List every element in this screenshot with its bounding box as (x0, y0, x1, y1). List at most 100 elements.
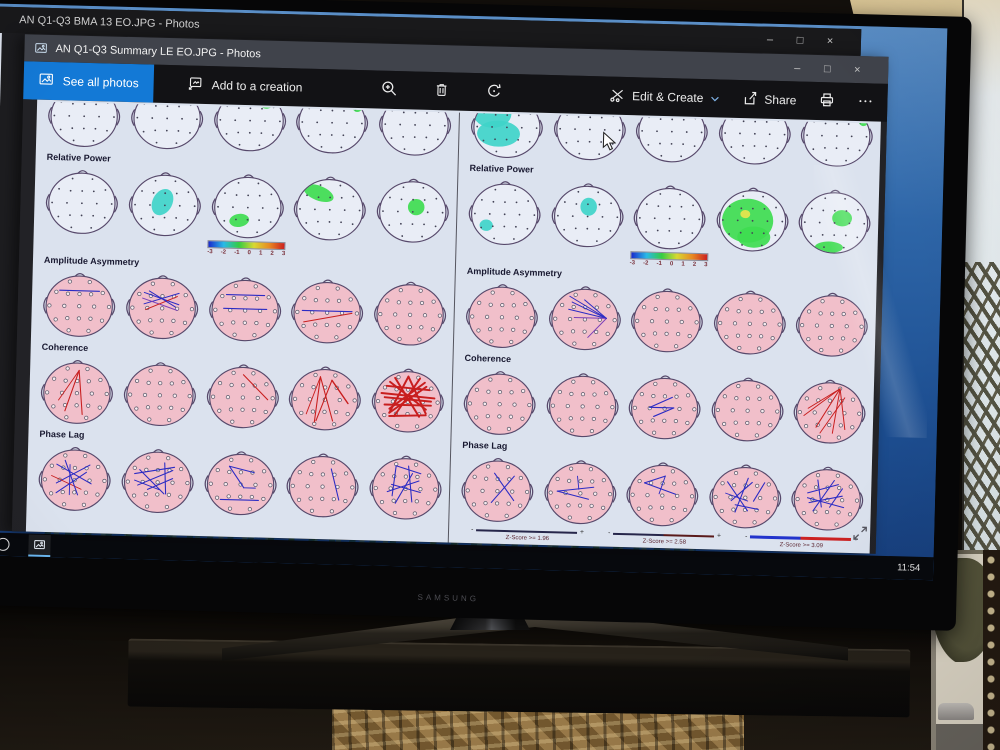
head-map (544, 460, 616, 525)
edit-create-label: Edit & Create (631, 89, 704, 106)
scale-tick: -1 (234, 249, 240, 256)
legend-line (476, 528, 577, 534)
head-cell (120, 270, 205, 342)
head-row-phase_lag (455, 453, 870, 534)
rotate-button[interactable] (485, 82, 503, 102)
mouse-pointer-icon (602, 131, 617, 155)
head-map (123, 362, 196, 427)
close-button[interactable]: × (826, 35, 834, 48)
background-window-title: AN Q1-Q3 BMA 13 EO.JPG - Photos (19, 14, 200, 31)
head-map (296, 101, 369, 154)
head-cell (290, 101, 375, 158)
taskbar-photos-icon[interactable] (28, 534, 51, 557)
head-map (463, 371, 536, 435)
legend-minus: - (744, 533, 748, 541)
minimize-button[interactable]: – (766, 33, 774, 46)
cortana-circle-icon[interactable] (0, 537, 10, 552)
scale-tick: -3 (629, 260, 636, 267)
head-map (798, 189, 871, 254)
head-cell (366, 363, 451, 435)
maximize-button[interactable]: □ (823, 62, 831, 75)
head-cell (794, 112, 878, 169)
head-map (471, 112, 543, 159)
scale-tick: -2 (642, 260, 649, 267)
head-map (128, 172, 201, 237)
head-cell (463, 176, 547, 248)
head-row-relative_power (40, 165, 456, 246)
delete-button[interactable] (433, 81, 450, 101)
scale-tick: -2 (220, 249, 227, 256)
head-map (468, 181, 541, 245)
head-cell (283, 361, 368, 433)
scale-tick: 1 (681, 261, 685, 268)
share-button[interactable]: Share (741, 90, 797, 110)
z-score-color-scale: -3 -2 -1 0 1 2 3 (207, 240, 286, 258)
head-cell (35, 355, 120, 427)
head-cell (288, 171, 373, 243)
head-map (371, 368, 444, 433)
head-map (633, 185, 706, 250)
head-map (38, 446, 111, 511)
print-button[interactable] (818, 91, 836, 111)
head-cell (37, 268, 122, 340)
monitor: AN Q1-Q3 BMA 13 EO.JPG - Photos – □ × AN… (0, 0, 972, 631)
eeg-report-image[interactable]: Relative Power -3 -2 -1 0 1 2 3 Amplitude Asymm… (25, 99, 881, 554)
head-cell (628, 180, 712, 252)
add-to-creation-label: Add to a creation (211, 78, 303, 95)
head-cell (620, 457, 704, 529)
scale-tick: 2 (692, 261, 697, 268)
color-scale-ticks: -3 -2 -1 0 1 2 3 (630, 260, 708, 268)
clock[interactable]: 11:54 (897, 562, 921, 574)
head-map (791, 466, 864, 531)
photo-viewer-area[interactable]: Relative Power -3 -2 -1 0 1 2 3 Amplitude Asymm… (11, 99, 887, 554)
head-map (801, 112, 874, 167)
more-button[interactable] (857, 93, 873, 112)
head-cell (465, 112, 549, 170)
add-to-creation-button[interactable]: Add to a creation (187, 76, 303, 97)
head-map (376, 178, 449, 243)
head-cell (198, 446, 283, 518)
photos-window[interactable]: AN Q1-Q3 Summary LE EO.JPG - Photos – □ … (11, 34, 889, 554)
head-row-phase_lag (32, 442, 448, 523)
zoom-button[interactable] (380, 80, 398, 100)
head-cell (540, 368, 624, 440)
legend-item: - + Z-Score >= 2.58 (608, 530, 721, 547)
palm-tree-silhouette (964, 262, 1000, 572)
head-row-top (465, 112, 879, 170)
head-cell (458, 366, 542, 438)
head-row-amplitude_asymmetry (37, 268, 453, 349)
scale-tick: 3 (281, 251, 286, 258)
head-row-top (42, 101, 457, 159)
see-all-photos-button[interactable]: See all photos (23, 61, 155, 103)
scale-tick: -3 (207, 249, 213, 256)
samsung-logo: SAMSUNG (417, 592, 480, 604)
head-map (45, 170, 118, 234)
photos-app-icon (34, 42, 47, 55)
head-cell (207, 101, 292, 158)
legend-plus: + (716, 532, 722, 540)
minimize-button[interactable]: – (794, 61, 801, 75)
scale-tick: 0 (669, 261, 674, 268)
edit-create-button[interactable]: Edit & Create (609, 86, 720, 108)
head-map (546, 373, 619, 438)
head-map (208, 277, 281, 342)
chevron-down-icon (710, 91, 719, 105)
head-map (211, 174, 284, 239)
head-row-amplitude_asymmetry (460, 279, 875, 360)
close-button[interactable]: × (853, 63, 861, 76)
fullscreen-button[interactable] (853, 526, 867, 545)
head-cell (542, 281, 626, 353)
head-cell (708, 285, 792, 357)
head-cell (547, 112, 631, 170)
head-map (374, 281, 447, 346)
window-titlebar[interactable]: AN Q1-Q3 Summary LE EO.JPG - Photos – □ … (24, 34, 889, 84)
head-cell (32, 442, 117, 514)
head-cell (629, 112, 713, 169)
head-cell (460, 279, 544, 351)
head-cell (623, 370, 707, 442)
maximize-button[interactable]: □ (796, 34, 804, 47)
head-cell (455, 453, 539, 525)
head-map (636, 112, 708, 163)
scissors-pencil-icon (609, 86, 625, 105)
head-map (204, 451, 277, 516)
